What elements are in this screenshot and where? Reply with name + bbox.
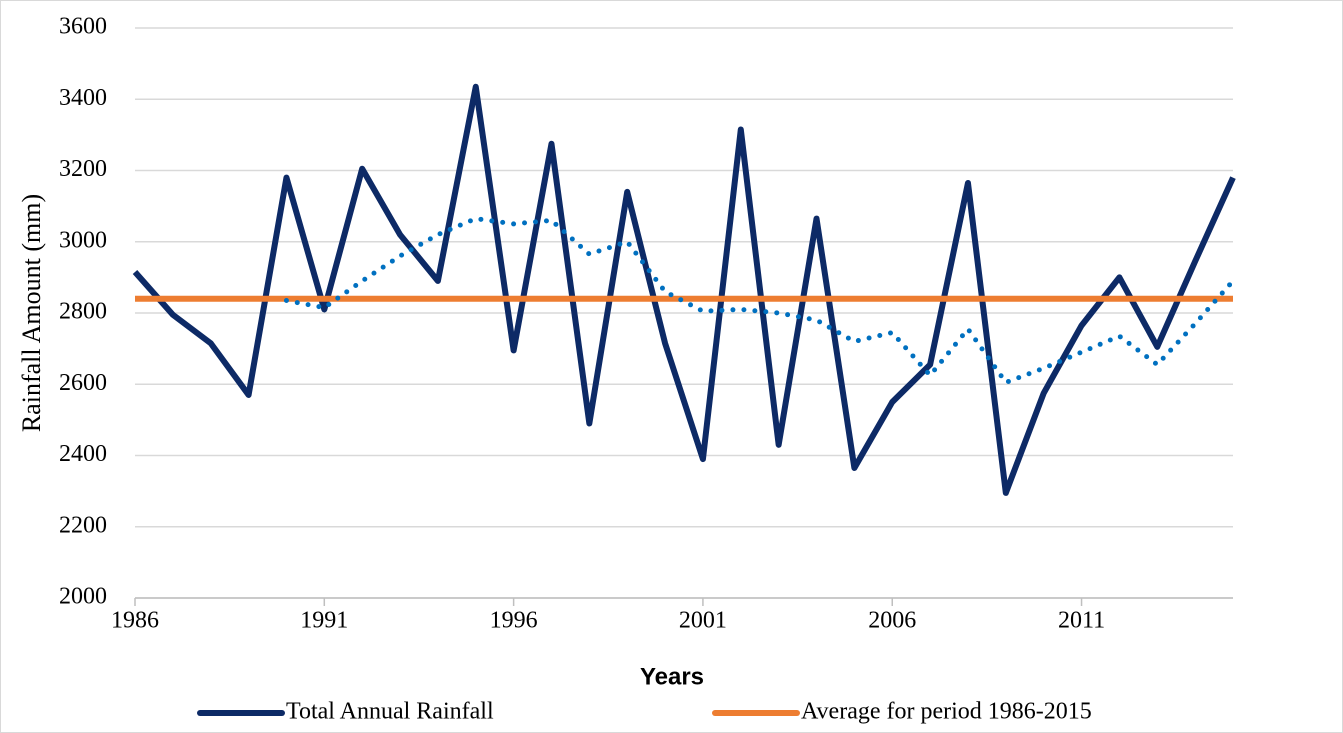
legend-label: Total Annual Rainfall — [286, 699, 494, 725]
y-tick-label: 2800 — [59, 299, 107, 325]
y-tick-label: 3200 — [59, 156, 107, 182]
x-tick-label: 1996 — [490, 608, 538, 634]
x-tick-label: 1986 — [111, 608, 159, 634]
x-tick-label: 2011 — [1058, 608, 1105, 634]
x-tick-label: 2006 — [868, 608, 916, 634]
x-axis-title: Years — [640, 663, 704, 690]
y-tick-label: 3400 — [59, 85, 107, 111]
x-tick-label: 1991 — [300, 608, 348, 634]
y-axis-title: Rainfall Amount (mm) — [17, 194, 46, 432]
y-tick-label: 3600 — [59, 14, 107, 40]
x-tick-label: 2001 — [679, 608, 727, 634]
y-tick-label: 2400 — [59, 441, 107, 467]
legend-label: Average for period 1986-2015 — [801, 699, 1092, 725]
data-line — [132, 83, 1236, 496]
y-tick-label: 2600 — [59, 370, 107, 396]
y-tick-label: 2200 — [59, 512, 107, 538]
y-tick-label: 3000 — [59, 227, 107, 253]
y-tick-label: 2000 — [59, 584, 107, 610]
